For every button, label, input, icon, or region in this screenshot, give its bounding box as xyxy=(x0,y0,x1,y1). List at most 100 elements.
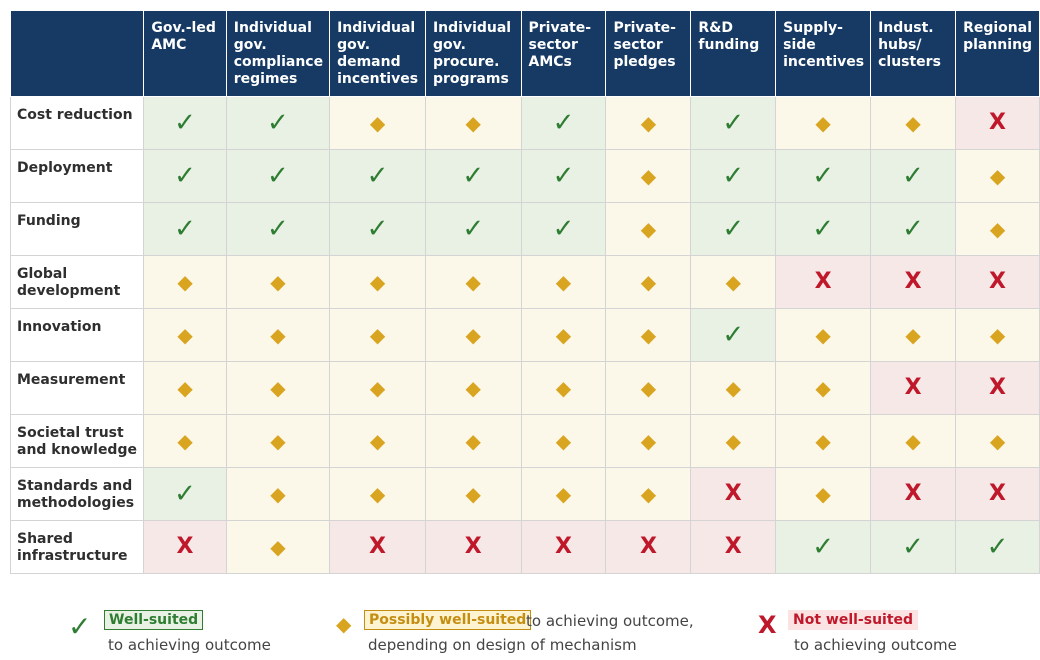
legend-check-icon: ✓ xyxy=(68,610,92,643)
legend-possible-text-2: depending on design of mechanism xyxy=(368,636,637,654)
rating-cell: ◆ xyxy=(329,414,426,468)
rating-cell: X xyxy=(955,361,1040,415)
rating-cell: ◆ xyxy=(775,414,872,468)
diamond-icon: ◆ xyxy=(270,269,286,294)
legend-possible-badge: Possibly well-suited xyxy=(364,610,532,630)
rating-cell: ◆ xyxy=(955,308,1040,362)
rating-cell: ✓ xyxy=(870,149,957,203)
rating-cell: ✓ xyxy=(775,149,872,203)
diamond-icon: ◆ xyxy=(369,375,386,400)
diamond-icon: ◆ xyxy=(270,534,286,559)
diamond-icon: ◆ xyxy=(465,428,481,453)
diamond-icon: ◆ xyxy=(640,269,657,294)
check-icon: ✓ xyxy=(902,532,924,562)
rating-cell: ✓ xyxy=(329,202,426,256)
rating-cell: ◆ xyxy=(424,414,522,468)
rating-cell: ✓ xyxy=(225,202,331,256)
diamond-icon: ◆ xyxy=(465,322,481,347)
rating-cell: X xyxy=(870,467,957,521)
diamond-icon: ◆ xyxy=(369,481,386,506)
diamond-icon: ◆ xyxy=(465,481,481,506)
rating-cell: X xyxy=(424,520,522,574)
legend-well-text: to achieving outcome xyxy=(108,636,271,654)
diamond-icon: ◆ xyxy=(270,481,286,506)
rating-cell: ◆ xyxy=(520,255,607,309)
rating-cell: X xyxy=(870,255,957,309)
x-icon: X xyxy=(369,534,386,559)
check-icon: ✓ xyxy=(722,320,745,350)
rating-cell: ◆ xyxy=(870,96,957,150)
check-icon: ✓ xyxy=(267,108,289,138)
rating-cell: ✓ xyxy=(225,149,331,203)
row-label: Standards and methodologies xyxy=(9,467,145,521)
diamond-icon: ◆ xyxy=(369,110,386,135)
rating-cell: ◆ xyxy=(329,255,426,309)
rating-cell: ◆ xyxy=(520,467,607,521)
table-row: Innovation ◆ ◆ ◆ ◆ ◆ ◆ ✓ ◆ ◆ ◆ xyxy=(9,308,1040,362)
row-label: Innovation xyxy=(9,308,145,362)
table-row: Cost reduction ✓ ✓ ◆ ◆ ✓ ◆ ✓ ◆ ◆ X xyxy=(9,96,1040,150)
legend-possible-text-1: to achieving outcome, xyxy=(526,612,694,630)
rating-cell: ◆ xyxy=(605,202,692,256)
check-icon: ✓ xyxy=(986,532,1009,562)
check-icon: ✓ xyxy=(267,161,289,191)
diamond-icon: ◆ xyxy=(177,428,193,453)
diamond-icon: ◆ xyxy=(640,428,657,453)
suitability-matrix: Gov.-led AMC Individual gov. compliance r… xyxy=(9,10,1040,574)
rating-cell: ◆ xyxy=(605,414,692,468)
rating-cell: ✓ xyxy=(225,96,331,150)
rating-cell: ✓ xyxy=(143,202,227,256)
diamond-icon: ◆ xyxy=(270,322,286,347)
column-header: Individual gov. compliance regimes xyxy=(225,10,331,97)
rating-cell: ◆ xyxy=(520,361,607,415)
rating-cell: X xyxy=(690,467,777,521)
diamond-icon: ◆ xyxy=(640,375,657,400)
row-label: Funding xyxy=(9,202,145,256)
rating-cell: ◆ xyxy=(605,308,692,362)
rating-cell: X xyxy=(955,255,1040,309)
rating-cell: ✓ xyxy=(424,202,522,256)
rating-cell: ◆ xyxy=(605,361,692,415)
rating-cell: ✓ xyxy=(520,202,607,256)
diamond-icon: ◆ xyxy=(555,375,572,400)
diamond-icon: ◆ xyxy=(989,216,1006,241)
rating-cell: ◆ xyxy=(225,520,331,574)
x-icon: X xyxy=(724,481,742,506)
diamond-icon: ◆ xyxy=(369,322,386,347)
rating-cell: ✓ xyxy=(329,149,426,203)
column-header: Regional planning xyxy=(955,10,1040,97)
diamond-icon: ◆ xyxy=(725,428,741,453)
table-row: Global development ◆ ◆ ◆ ◆ ◆ ◆ ◆ X X X xyxy=(9,255,1040,309)
check-icon: ✓ xyxy=(722,108,745,138)
rating-cell: ◆ xyxy=(424,308,522,362)
x-icon: X xyxy=(814,269,832,294)
diamond-icon: ◆ xyxy=(640,110,657,135)
rating-cell: ◆ xyxy=(775,361,872,415)
check-icon: ✓ xyxy=(462,161,485,191)
rating-cell: X xyxy=(605,520,692,574)
rating-cell: ◆ xyxy=(329,308,426,362)
diamond-icon: ◆ xyxy=(640,163,657,188)
rating-cell: ✓ xyxy=(775,202,872,256)
legend-not-text: to achieving outcome xyxy=(794,636,957,654)
rating-cell: ✓ xyxy=(870,202,957,256)
check-icon: ✓ xyxy=(722,214,745,244)
rating-cell: ◆ xyxy=(424,467,522,521)
diamond-icon: ◆ xyxy=(905,428,921,453)
rating-cell: ✓ xyxy=(955,520,1040,574)
check-icon: ✓ xyxy=(552,108,575,138)
header-row: Gov.-led AMC Individual gov. compliance r… xyxy=(9,10,1040,97)
column-header: Supply-side incentives xyxy=(775,10,872,97)
rating-cell: ◆ xyxy=(143,255,227,309)
legend-diamond-icon: ◆ xyxy=(336,612,352,636)
rating-cell: ✓ xyxy=(775,520,872,574)
rating-cell: ◆ xyxy=(605,149,692,203)
row-label: Deployment xyxy=(9,149,145,203)
rating-cell: ◆ xyxy=(225,255,331,309)
rating-cell: ◆ xyxy=(690,414,777,468)
diamond-icon: ◆ xyxy=(177,375,193,400)
rating-cell: X xyxy=(955,96,1040,150)
x-icon: X xyxy=(989,110,1007,135)
check-icon: ✓ xyxy=(267,214,289,244)
check-icon: ✓ xyxy=(552,214,575,244)
